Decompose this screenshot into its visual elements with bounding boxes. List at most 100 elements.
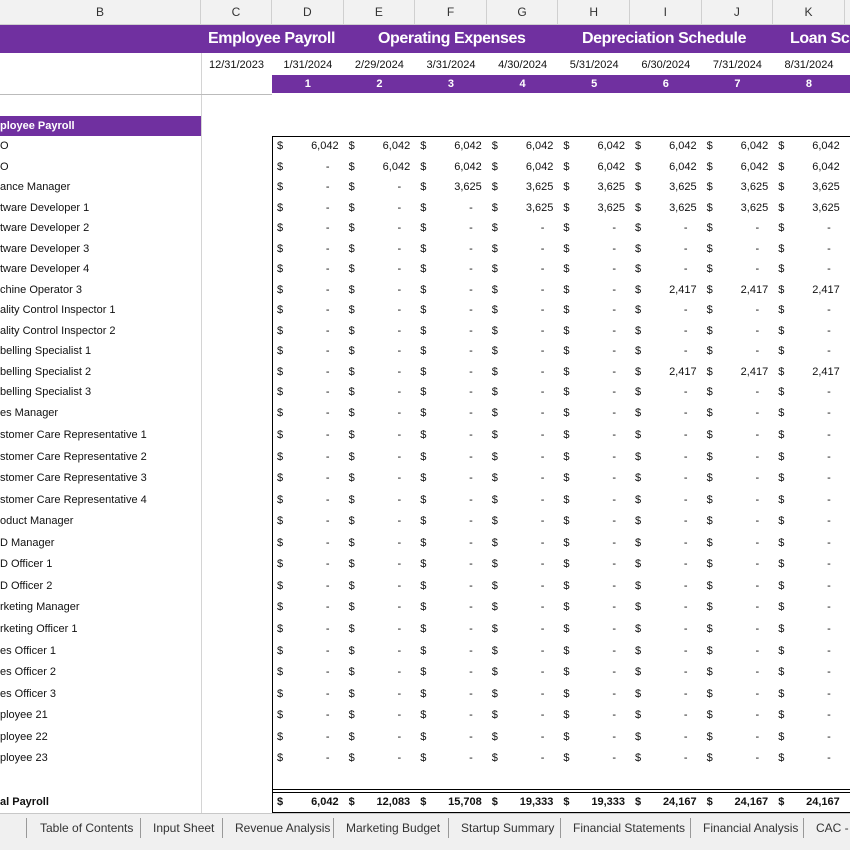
currency-symbol: $ [277,386,284,398]
row-label: ployee 21 [0,709,48,722]
currency-symbol: $ [706,601,713,614]
currency-symbol: $ [778,181,785,193]
cell-value: - [755,429,760,441]
currency-symbol: $ [706,622,713,635]
currency-symbol: $ [491,201,498,214]
sheet-tab[interactable]: Financial Statements [573,821,686,835]
cell-value: - [755,666,760,679]
currency-symbol: $ [491,140,498,152]
currency-symbol: $ [277,365,284,378]
nav-link[interactable]: Employee Payroll [208,30,335,47]
currency-symbol: $ [420,687,427,700]
cell-value: - [612,242,616,255]
currency-symbol: $ [635,222,642,234]
cell-value: - [469,429,473,441]
cell-value: 2,417 [669,283,697,296]
cell-value: 3,625 [740,181,769,193]
cell-value: - [683,386,688,398]
currency-symbol: $ [348,222,355,234]
currency-symbol: $ [706,493,713,506]
currency-symbol: $ [277,558,284,571]
currency-symbol: $ [348,472,355,485]
currency-symbol: $ [348,406,355,419]
sheet-tab[interactable]: CAC - ( [816,821,850,835]
cell-value: - [683,687,688,700]
currency-symbol: $ [635,283,642,296]
row-label: belling Specialist 2 [0,365,92,378]
row-label: O [0,140,9,152]
cell-value: - [325,622,330,635]
row-label: oduct Manager [0,515,74,528]
cell-value: - [469,324,473,337]
cell-value: - [827,386,831,398]
cell-value: - [397,450,402,463]
cell-value: - [827,263,831,275]
currency-symbol: $ [277,181,284,193]
currency-symbol: $ [563,406,570,419]
sheet-tab[interactable]: Table of Contents [40,821,134,835]
currency-symbol: $ [635,201,642,214]
cell-value: - [540,644,545,657]
currency-symbol: $ [635,450,642,463]
sheet-tab[interactable]: Financial Analysis [703,821,799,835]
currency-symbol: $ [563,263,570,275]
cell-value: 2,417 [812,283,840,296]
currency-symbol: $ [420,324,427,337]
currency-symbol: $ [778,406,785,419]
cell-value: - [827,450,831,463]
currency-symbol: $ [563,429,570,441]
currency-symbol: $ [635,472,642,485]
sheet-tab[interactable]: Input Sheet [153,821,215,835]
sheet-tab[interactable]: Revenue Analysis [235,821,331,835]
currency-symbol: $ [348,324,355,337]
sheet-tab[interactable]: Startup Summary [461,821,555,835]
row-label: tware Developer 3 [0,242,90,255]
nav-link[interactable]: Operating Expenses [378,30,526,47]
currency-symbol: $ [778,345,785,357]
cell-value: - [469,558,473,571]
currency-symbol: $ [491,472,498,485]
cell-value: - [325,730,330,743]
cell-value: - [827,622,831,635]
cell-value: - [325,752,330,765]
cell-value: - [325,283,330,296]
cell-value: - [397,515,402,528]
cell-value: - [397,429,402,441]
currency-symbol: $ [420,579,427,592]
cell-value: - [325,181,330,193]
cell-value: - [827,493,831,506]
currency-symbol: $ [491,304,498,316]
cell-value: - [540,450,545,463]
currency-symbol: $ [778,304,785,316]
currency-symbol: $ [635,324,642,337]
sheet-tab[interactable]: Marketing Budget [346,821,441,835]
currency-symbol: $ [778,283,785,296]
cell-value: 6,042 [382,160,411,173]
currency-symbol: $ [277,429,284,441]
cell-value: - [325,242,330,255]
cell-value: - [540,304,545,316]
nav-link[interactable]: Loan Sch [790,30,850,47]
cell-value: 6,042 [740,140,769,152]
currency-symbol: $ [348,752,355,765]
currency-symbol: $ [277,752,284,765]
cell-value: - [325,687,330,700]
cell-value: - [325,304,330,316]
cell-value: - [325,324,330,337]
currency-symbol: $ [420,472,427,485]
currency-symbol: $ [635,140,642,152]
currency-symbol: $ [563,304,570,316]
currency-symbol: $ [348,283,355,296]
currency-symbol: $ [348,644,355,657]
currency-symbol: $ [706,283,713,296]
nav-link[interactable]: Depreciation Schedule [582,30,747,47]
currency-symbol: $ [348,201,355,214]
cell-value: - [469,601,473,614]
currency-symbol: $ [563,181,570,193]
currency-symbol: $ [491,493,498,506]
currency-symbol: $ [491,644,498,657]
currency-symbol: $ [778,242,785,255]
cell-value: - [683,429,688,441]
date: 8/31/2024 [784,59,834,71]
currency-symbol: $ [778,730,785,743]
